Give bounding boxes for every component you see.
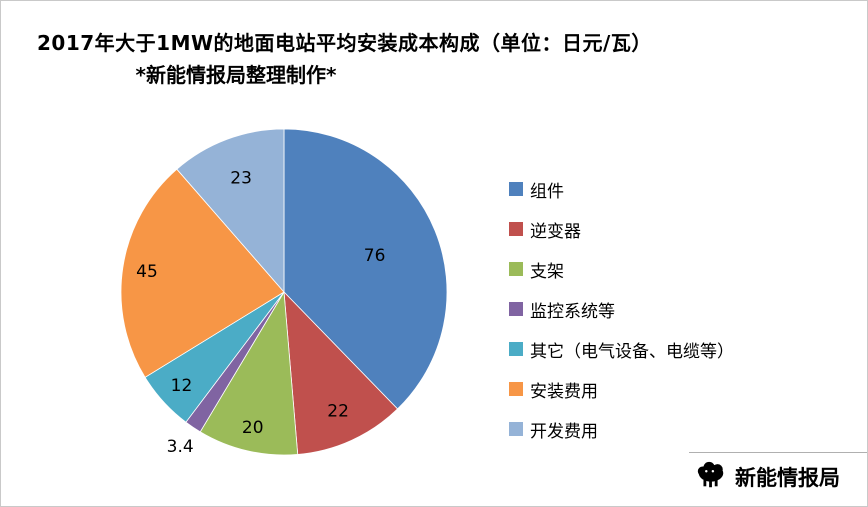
publisher-logo-icon (695, 458, 727, 496)
data-label-6: 23 (230, 168, 252, 188)
pie-slice-6 (176, 128, 285, 294)
legend-label: 安装费用 (530, 381, 598, 402)
legend-swatch-icon (509, 422, 523, 436)
legend-label: 其它（电气设备、电缆等） (530, 341, 734, 362)
chart-legend: 组件逆变器支架监控系统等其它（电气设备、电缆等） 安装费用开发费用 (509, 177, 734, 457)
legend-label: 监控系统等 (530, 301, 615, 322)
legend-label: 支架 (530, 261, 564, 282)
pie-chart: 76 22 20 3.4 12 45 23 (120, 128, 448, 457)
pie-slice-5 (120, 168, 285, 378)
legend-item-0: 组件 (509, 177, 734, 202)
legend-swatch-icon (509, 262, 523, 276)
chart-subtitle: *新能情报局整理制作* (135, 63, 337, 87)
legend-label: 逆变器 (530, 221, 581, 242)
watermark: 新能情报局 (695, 458, 840, 496)
watermark-divider (689, 452, 867, 453)
legend-item-1: 逆变器 (509, 217, 734, 242)
legend-swatch-icon (509, 182, 523, 196)
data-label-5: 45 (136, 262, 158, 282)
legend-item-5: 安装费用 (509, 377, 734, 402)
data-label-2: 20 (242, 418, 264, 438)
pie-slice-1 (283, 290, 399, 455)
legend-label: 开发费用 (530, 421, 598, 442)
data-label-1: 22 (327, 402, 349, 422)
legend-item-4: 其它（电气设备、电缆等） (509, 337, 734, 362)
legend-swatch-icon (509, 222, 523, 236)
legend-label: 组件 (530, 181, 564, 202)
chart-title: 2017年大于1MW的地面电站平均安装成本构成（单位：日元/瓦） (37, 31, 652, 55)
legend-swatch-icon (509, 302, 523, 316)
data-label-0: 76 (364, 246, 386, 266)
legend-item-2: 支架 (509, 257, 734, 282)
legend-swatch-icon (509, 382, 523, 396)
legend-item-3: 监控系统等 (509, 297, 734, 322)
pie-slice-2 (199, 290, 299, 456)
pie-slice-0 (283, 128, 448, 410)
legend-swatch-icon (509, 342, 523, 356)
legend-item-6: 开发费用 (509, 417, 734, 442)
data-label-3: 3.4 (167, 437, 194, 457)
data-label-4: 12 (171, 376, 193, 396)
watermark-text: 新能情报局 (735, 466, 840, 490)
